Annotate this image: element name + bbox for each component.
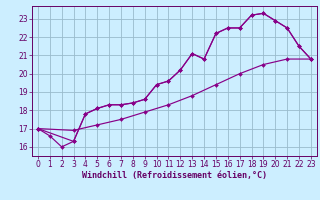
X-axis label: Windchill (Refroidissement éolien,°C): Windchill (Refroidissement éolien,°C) (82, 171, 267, 180)
